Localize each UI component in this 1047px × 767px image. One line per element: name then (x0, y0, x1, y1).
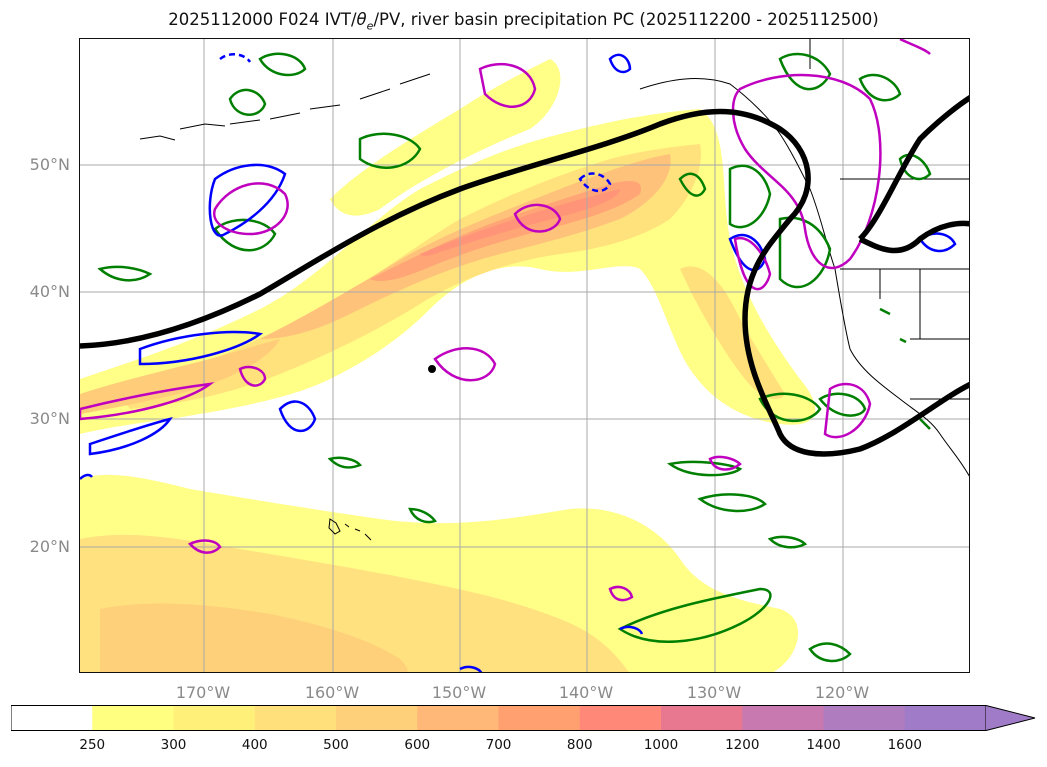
map-canvas (80, 39, 969, 672)
colorbar-cell (11, 705, 93, 731)
colorbar-tick-label: 700 (485, 737, 512, 753)
title-theta: θ (356, 10, 367, 29)
lat-label-50n: 50°N (29, 155, 70, 174)
title-prefix: 2025112000 F024 IVT/ (168, 10, 357, 29)
colorbar-cell (498, 705, 581, 731)
colorbar-tick-label: 1400 (806, 737, 841, 753)
colorbar-tick-label: 250 (79, 737, 106, 753)
colorbar-cell (579, 705, 662, 731)
lat-label-20n: 20°N (29, 537, 70, 556)
theta-e-contours (97, 52, 932, 663)
colorbar-tick-label: 1600 (887, 737, 922, 753)
lon-label-160w: 160°W (304, 683, 360, 702)
colorbar-cell (661, 705, 743, 731)
ivt-band-coast (680, 266, 785, 399)
lon-label-150w: 150°W (431, 683, 487, 702)
colorbar-tick-label: 600 (404, 737, 431, 753)
precip-pc-contours (80, 39, 931, 602)
lat-label-30n: 30°N (29, 409, 70, 428)
lon-label-170w: 170°W (175, 683, 231, 702)
ivt-band-west (80, 339, 280, 414)
title-theta-sub: e (366, 19, 374, 33)
lon-label-130w: 130°W (686, 683, 742, 702)
colorbar-cells (11, 705, 987, 731)
colorbar (11, 705, 1036, 731)
colorbar-tick-label: 400 (241, 737, 268, 753)
colorbar-tick-label: 800 (566, 737, 593, 753)
figure-title: 2025112000 F024 IVT/θe/PV, river basin p… (0, 10, 1047, 32)
colorbar-cell (823, 705, 906, 731)
ivt-shading (80, 59, 816, 672)
colorbar-cell (92, 705, 174, 731)
colorbar-cell (336, 705, 418, 731)
colorbar-cell (254, 705, 337, 731)
ivt-band-north (330, 59, 561, 216)
pv-contours (80, 53, 957, 672)
title-suffix: /PV, river basin precipitation PC (20251… (373, 10, 879, 29)
lon-label-120w: 120°W (814, 683, 870, 702)
map-gridlines (80, 39, 969, 672)
colorbar-tick-label: 1000 (643, 737, 679, 753)
colorbar-cell (417, 705, 499, 731)
lon-label-140w: 140°W (558, 683, 614, 702)
colorbar-tick-label: 300 (160, 737, 187, 753)
colorbar-tick-label: 500 (323, 737, 349, 753)
colorbar-extend-arrow (985, 705, 1036, 731)
colorbar-cell (904, 705, 987, 731)
colorbar-cell (742, 705, 824, 731)
colorbar-tick-label: 1200 (725, 737, 760, 753)
jet-axis (80, 95, 969, 457)
map-panel (79, 38, 970, 673)
ivt-band-south-core (100, 603, 408, 672)
lat-label-40n: 40°N (29, 282, 70, 301)
colorbar-cell (173, 705, 256, 731)
